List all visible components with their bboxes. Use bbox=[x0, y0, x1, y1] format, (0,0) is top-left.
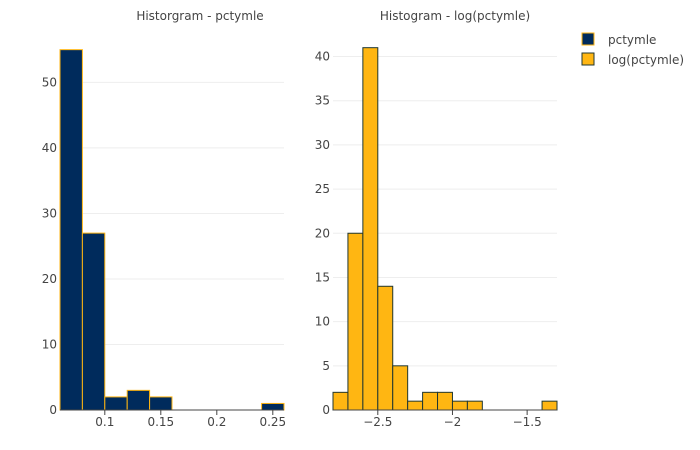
histogram-bar[interactable] bbox=[81, 232, 106, 411]
y-tick-label: 20 bbox=[42, 272, 57, 286]
legend-swatch-pctymle[interactable] bbox=[581, 32, 595, 46]
y-tick-label: 30 bbox=[42, 206, 57, 220]
histogram-bar[interactable] bbox=[541, 400, 558, 411]
legend-swatch-log-pctymle[interactable] bbox=[581, 52, 595, 66]
histogram-bar[interactable] bbox=[422, 391, 439, 411]
x-tick-label: 0.2 bbox=[207, 415, 226, 429]
legend-label-pctymle[interactable]: pctymle bbox=[608, 33, 656, 47]
legend-label-log-pctymle[interactable]: log(pctymle) bbox=[608, 53, 684, 67]
pctymle-histogram-panel: Historgram - pctymle 0 10 20 30 40 50 0.1 0.15… bbox=[42, 9, 286, 429]
y-tick-label: 40 bbox=[42, 141, 57, 155]
legend[interactable]: pctymle log(pctymle) bbox=[581, 32, 684, 67]
pctymle-y-tick-labels: 0 10 20 30 40 50 bbox=[42, 75, 57, 417]
y-tick-label: 0 bbox=[49, 403, 57, 417]
log-pctymle-x-tick-labels: −2.5 −2 −1.5 bbox=[363, 410, 542, 429]
x-tick-label: 0.25 bbox=[259, 415, 286, 429]
legend-item-pctymle[interactable]: pctymle bbox=[581, 32, 656, 47]
histogram-bar[interactable] bbox=[451, 400, 468, 411]
pctymle-histogram-title: Historgram - pctymle bbox=[136, 9, 263, 23]
histogram-bar[interactable] bbox=[149, 396, 173, 411]
histogram-bar[interactable] bbox=[104, 396, 128, 411]
log-pctymle-histogram-title: Histogram - log(pctymle) bbox=[380, 9, 530, 23]
histogram-bar[interactable] bbox=[59, 49, 83, 411]
pctymle-x-tick-labels: 0.1 0.15 0.2 0.25 bbox=[95, 410, 286, 429]
y-tick-label: 30 bbox=[315, 138, 330, 152]
histogram-bar[interactable] bbox=[347, 232, 364, 411]
histogram-bar[interactable] bbox=[407, 400, 424, 411]
y-tick-label: 10 bbox=[42, 337, 57, 351]
histogram-bar[interactable] bbox=[437, 391, 453, 411]
x-tick-label: −2 bbox=[444, 415, 462, 429]
log-pctymle-histogram-panel: Histogram - log(pctymle) 0 5 10 15 20 25 30 35 4… bbox=[315, 9, 558, 429]
y-tick-label: 50 bbox=[42, 75, 57, 89]
log-pctymle-y-tick-labels: 0 5 10 15 20 25 30 35 40 bbox=[315, 50, 330, 417]
x-tick-label: −2.5 bbox=[363, 415, 392, 429]
x-tick-label: −1.5 bbox=[513, 415, 542, 429]
y-tick-label: 40 bbox=[315, 50, 330, 64]
y-tick-label: 20 bbox=[315, 226, 330, 240]
histogram-bar[interactable] bbox=[377, 285, 394, 411]
legend-item-log-pctymle[interactable]: log(pctymle) bbox=[581, 52, 684, 67]
histogram-bar[interactable] bbox=[466, 400, 483, 411]
y-tick-label: 15 bbox=[315, 270, 330, 284]
y-tick-label: 35 bbox=[315, 94, 330, 108]
x-tick-label: 0.1 bbox=[95, 415, 114, 429]
y-tick-label: 0 bbox=[322, 403, 330, 417]
histogram-bar[interactable] bbox=[332, 391, 349, 411]
log-pctymle-bars bbox=[332, 47, 558, 411]
histogram-bar[interactable] bbox=[261, 402, 285, 411]
y-tick-label: 5 bbox=[322, 359, 330, 373]
histogram-bar[interactable] bbox=[392, 365, 409, 411]
y-tick-label: 10 bbox=[315, 315, 330, 329]
y-tick-label: 25 bbox=[315, 182, 330, 196]
x-tick-label: 0.15 bbox=[147, 415, 174, 429]
histogram-bar[interactable] bbox=[126, 389, 151, 411]
pctymle-bars bbox=[59, 49, 285, 411]
histogram-bar[interactable] bbox=[362, 47, 379, 411]
